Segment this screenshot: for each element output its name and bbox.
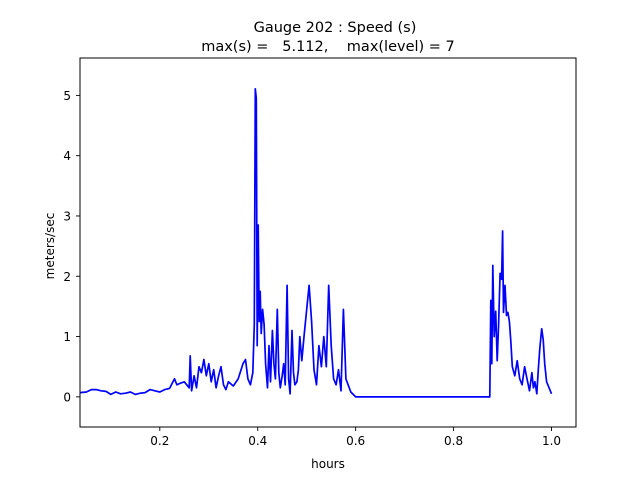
y-tick-label: 2 bbox=[63, 270, 71, 284]
y-axis-ticks: 0 1 2 3 4 5 bbox=[63, 89, 80, 404]
y-tick-label: 3 bbox=[63, 209, 71, 223]
x-axis-ticks: 0.2 0.4 0.6 0.8 1.0 bbox=[150, 427, 561, 448]
x-tick-label: 0.6 bbox=[346, 434, 365, 448]
chart-title-line-2: max(s) = 5.112, max(level) = 7 bbox=[201, 39, 455, 55]
y-tick-label: 4 bbox=[63, 149, 71, 163]
x-axis-label: hours bbox=[311, 457, 345, 471]
speed-series-line bbox=[79, 87, 553, 398]
y-tick-label: 0 bbox=[63, 390, 71, 404]
y-axis-label: meters/sec bbox=[43, 213, 57, 280]
x-tick-label: 1.0 bbox=[542, 434, 561, 448]
x-tick-label: 0.8 bbox=[444, 434, 463, 448]
plot-frame bbox=[79, 57, 577, 428]
chart-title-line-1: Gauge 202 : Speed (s) bbox=[254, 20, 417, 36]
x-tick-label: 0.4 bbox=[248, 434, 267, 448]
y-tick-label: 1 bbox=[63, 330, 71, 344]
x-tick-label: 0.2 bbox=[150, 434, 169, 448]
y-tick-label: 5 bbox=[63, 89, 71, 103]
